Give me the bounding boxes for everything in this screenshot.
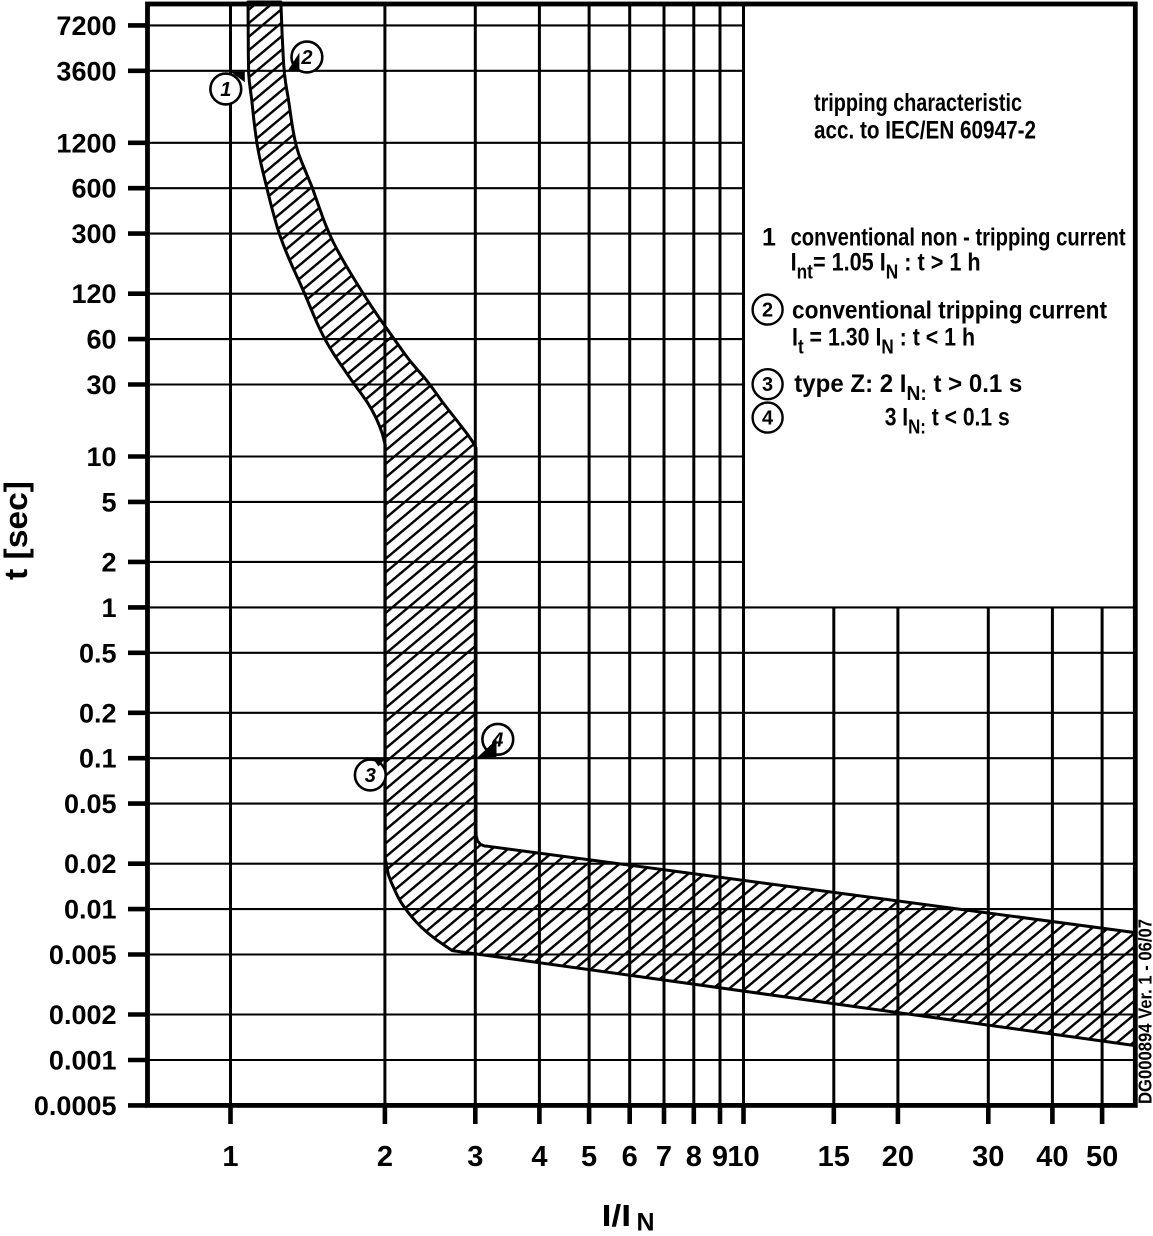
svg-text:0.002: 0.002: [49, 1000, 117, 1030]
svg-text:0.0005: 0.0005: [34, 1091, 117, 1121]
svg-text:3: 3: [762, 374, 773, 396]
svg-text:1: 1: [220, 79, 231, 101]
svg-text:0.001: 0.001: [49, 1046, 117, 1076]
svg-text:7200: 7200: [56, 11, 116, 41]
svg-text:30: 30: [86, 370, 116, 400]
svg-text:5: 5: [101, 487, 116, 517]
svg-text:1: 1: [101, 593, 116, 623]
svg-text:600: 600: [71, 174, 116, 204]
svg-text:DG000894 Ver. 1 - 06/07: DG000894 Ver. 1 - 06/07: [1135, 919, 1153, 1104]
svg-text:9: 9: [712, 1141, 728, 1173]
svg-text:0.5: 0.5: [79, 638, 117, 668]
svg-text:40: 40: [1036, 1141, 1068, 1173]
svg-text:1200: 1200: [56, 128, 116, 158]
svg-text:20: 20: [882, 1141, 914, 1173]
svg-text:10: 10: [727, 1141, 759, 1173]
svg-text:0.01: 0.01: [64, 895, 117, 925]
svg-text:1: 1: [222, 1141, 238, 1173]
svg-text:conventional non - tripping cu: conventional non - tripping current: [791, 223, 1127, 251]
svg-text:3600: 3600: [56, 56, 116, 86]
svg-text:1: 1: [762, 223, 776, 251]
svg-text:3: 3: [365, 765, 376, 787]
svg-text:4: 4: [491, 729, 503, 751]
svg-text:0.005: 0.005: [49, 940, 117, 970]
svg-text:5: 5: [581, 1141, 597, 1173]
svg-text:2: 2: [101, 547, 116, 577]
svg-text:t [sec]: t [sec]: [0, 481, 34, 580]
svg-text:30: 30: [972, 1141, 1004, 1173]
svg-text:4: 4: [531, 1141, 547, 1173]
svg-text:7: 7: [656, 1141, 672, 1173]
svg-text:50: 50: [1086, 1141, 1118, 1173]
svg-text:0.1: 0.1: [79, 744, 117, 774]
svg-text:8: 8: [686, 1141, 702, 1173]
svg-text:I/I: I/I: [602, 1198, 632, 1231]
svg-text:0.02: 0.02: [64, 849, 117, 879]
svg-text:2: 2: [300, 47, 312, 69]
svg-text:3: 3: [467, 1141, 483, 1173]
svg-text:acc. to IEC/EN 60947-2: acc. to IEC/EN 60947-2: [814, 117, 1036, 145]
svg-text:N: N: [637, 1209, 655, 1231]
svg-text:60: 60: [86, 325, 116, 355]
svg-text:0.05: 0.05: [64, 789, 117, 819]
svg-text:tripping characteristic: tripping characteristic: [814, 89, 1022, 117]
svg-text:300: 300: [71, 219, 116, 249]
svg-text:4: 4: [762, 408, 774, 430]
svg-text:120: 120: [71, 279, 116, 309]
svg-text:2: 2: [762, 300, 773, 322]
svg-text:10: 10: [86, 442, 116, 472]
svg-text:15: 15: [818, 1141, 850, 1173]
svg-text:6: 6: [622, 1141, 638, 1173]
svg-text:0.2: 0.2: [79, 698, 117, 728]
svg-text:2: 2: [377, 1141, 393, 1173]
svg-text:conventional tripping current: conventional tripping current: [792, 297, 1108, 325]
